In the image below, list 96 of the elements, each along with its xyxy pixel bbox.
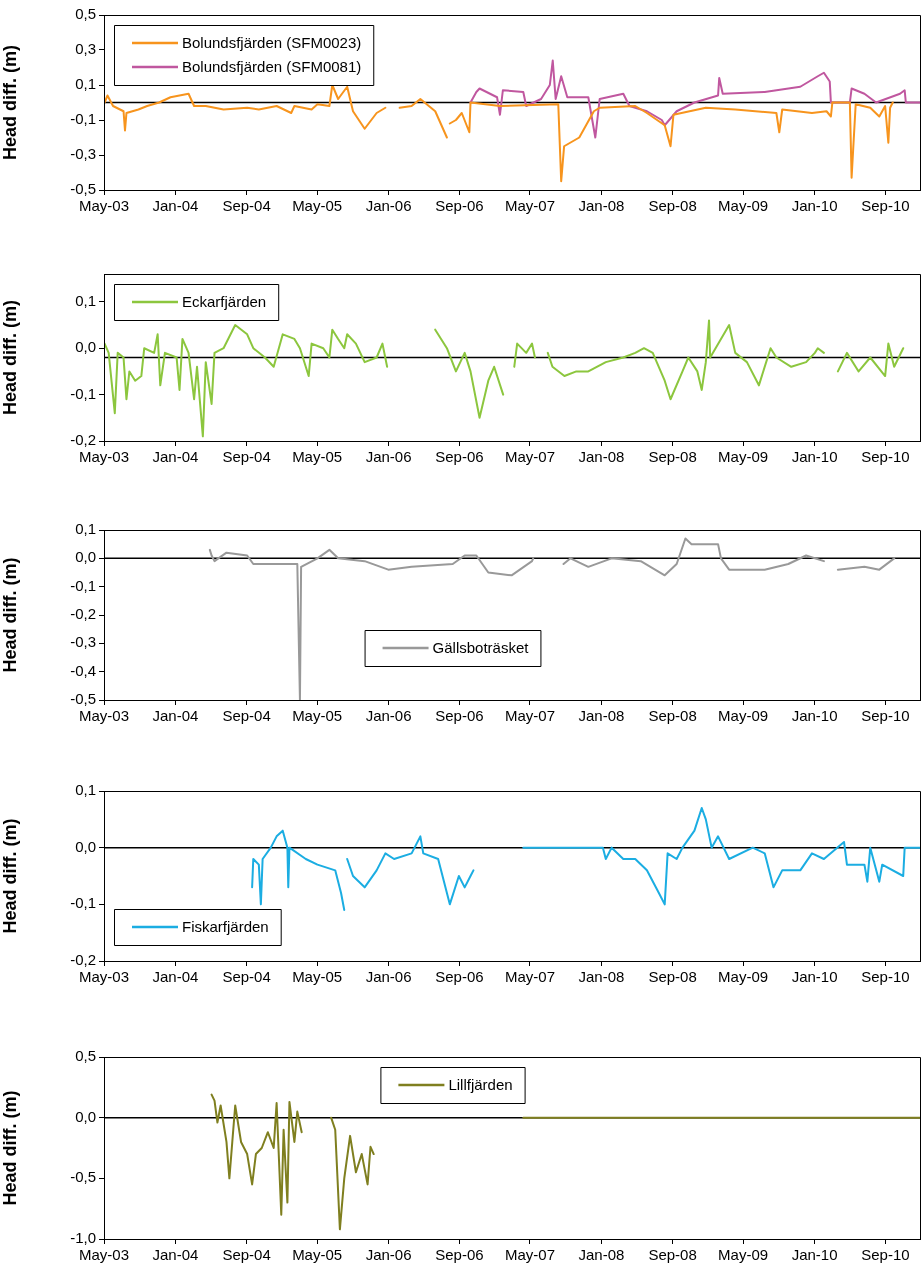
x-tick-label: May-07 bbox=[504, 968, 556, 986]
y-tick-label: -0,5 bbox=[70, 690, 96, 708]
y-tick-label: 0,1 bbox=[75, 75, 96, 93]
y-tick-label: -0,5 bbox=[70, 1168, 96, 1186]
x-tick-label: Jan-06 bbox=[365, 1246, 412, 1264]
x-tick-label: May-03 bbox=[78, 197, 130, 215]
x-tick-label: May-09 bbox=[718, 968, 769, 986]
y-tick-label: -0,4 bbox=[70, 661, 96, 679]
x-tick-label: Jan-06 bbox=[365, 197, 412, 215]
y-tick-label: -0,2 bbox=[70, 431, 96, 449]
y-tick-label: -0,5 bbox=[70, 180, 96, 198]
y-tick-label: 0,0 bbox=[75, 548, 96, 566]
x-tick-label: Sep-10 bbox=[861, 197, 910, 215]
x-tick-label: Jan-10 bbox=[791, 1246, 838, 1264]
x-tick-label: Sep-10 bbox=[861, 707, 910, 725]
legend-label: Bolundsfjärden (SFM0023) bbox=[182, 34, 362, 52]
x-tick-label: Sep-08 bbox=[648, 448, 697, 466]
x-tick-label: Jan-06 bbox=[365, 968, 412, 986]
x-tick-label: Sep-10 bbox=[861, 968, 910, 986]
x-tick-label: Sep-08 bbox=[648, 968, 697, 986]
x-tick-label: May-05 bbox=[292, 448, 343, 466]
x-tick-label: Jan-04 bbox=[152, 448, 199, 466]
x-tick-label: Sep-06 bbox=[435, 968, 484, 986]
y-tick-label: -1,0 bbox=[70, 1229, 96, 1247]
y-tick-label: 0,1 bbox=[75, 781, 96, 799]
legend-label: Gällsboträsket bbox=[432, 639, 530, 657]
y-tick-label: -0,1 bbox=[70, 894, 96, 912]
x-tick-label: May-09 bbox=[718, 448, 769, 466]
legend-label: Bolundsfjärden (SFM0081) bbox=[182, 58, 362, 76]
x-tick-label: Sep-08 bbox=[648, 707, 697, 725]
x-tick-label: Jan-08 bbox=[578, 448, 625, 466]
x-tick-label: Jan-04 bbox=[152, 707, 199, 725]
x-tick-label: Sep-10 bbox=[861, 448, 910, 466]
y-tick-label: 0,0 bbox=[75, 338, 96, 356]
x-tick-label: Sep-04 bbox=[222, 448, 271, 466]
x-tick-label: Sep-06 bbox=[435, 448, 484, 466]
x-tick-label: Jan-10 bbox=[791, 197, 838, 215]
x-tick-label: Sep-08 bbox=[648, 1246, 697, 1264]
x-tick-label: Jan-06 bbox=[365, 448, 412, 466]
y-tick-label: 0,5 bbox=[75, 5, 96, 23]
x-tick-label: May-03 bbox=[78, 448, 130, 466]
x-tick-label: May-09 bbox=[718, 197, 769, 215]
y-tick-label: -0,2 bbox=[70, 951, 96, 969]
y-tick-label: 0,3 bbox=[75, 40, 96, 58]
x-tick-label: Jan-04 bbox=[152, 968, 199, 986]
legend-label: Lillfjärden bbox=[448, 1076, 513, 1094]
x-tick-label: Sep-04 bbox=[222, 197, 271, 215]
y-tick-label: -0,3 bbox=[70, 633, 96, 651]
x-tick-label: May-07 bbox=[504, 707, 556, 725]
y-tick-label: -0,1 bbox=[70, 110, 96, 128]
x-tick-label: May-05 bbox=[292, 707, 343, 725]
y-tick-label: -0,1 bbox=[70, 576, 96, 594]
y-axis-title: Head diff. (m) bbox=[0, 45, 20, 160]
x-tick-label: Sep-04 bbox=[222, 707, 271, 725]
x-tick-label: May-05 bbox=[292, 968, 343, 986]
y-axis-title: Head diff. (m) bbox=[0, 818, 20, 934]
y-tick-label: 0,1 bbox=[75, 291, 96, 309]
x-tick-label: Jan-04 bbox=[152, 1246, 199, 1264]
x-tick-label: Jan-06 bbox=[365, 707, 412, 725]
x-tick-label: May-07 bbox=[504, 197, 556, 215]
x-tick-label: Jan-08 bbox=[578, 707, 625, 725]
x-tick-label: Jan-08 bbox=[578, 968, 625, 986]
legend-label: Eckarfjärden bbox=[182, 293, 267, 311]
x-tick-label: Sep-04 bbox=[222, 1246, 271, 1264]
x-tick-label: May-09 bbox=[718, 707, 769, 725]
x-tick-label: May-03 bbox=[78, 1246, 130, 1264]
x-tick-label: May-07 bbox=[504, 448, 556, 466]
y-axis-title: Head diff. (m) bbox=[0, 1090, 20, 1206]
y-tick-label: -0,3 bbox=[70, 145, 96, 163]
x-tick-label: Jan-10 bbox=[791, 968, 838, 986]
y-tick-label: -0,2 bbox=[70, 605, 96, 623]
x-tick-label: Sep-06 bbox=[435, 1246, 484, 1264]
x-tick-label: May-05 bbox=[292, 197, 343, 215]
x-tick-label: Jan-08 bbox=[578, 197, 625, 215]
x-tick-label: Sep-06 bbox=[435, 707, 484, 725]
x-tick-label: May-03 bbox=[78, 968, 130, 986]
x-tick-label: Jan-10 bbox=[791, 448, 838, 466]
x-tick-label: Sep-08 bbox=[648, 197, 697, 215]
y-axis-title: Head diff. (m) bbox=[0, 557, 20, 673]
x-tick-label: Sep-04 bbox=[222, 968, 271, 986]
y-tick-label: 0,1 bbox=[75, 520, 96, 538]
x-tick-label: Jan-08 bbox=[578, 1246, 625, 1264]
x-tick-label: Sep-10 bbox=[861, 1246, 910, 1264]
y-tick-label: -0,1 bbox=[70, 384, 96, 402]
x-tick-label: Jan-04 bbox=[152, 197, 199, 215]
y-tick-label: 0,0 bbox=[75, 837, 96, 855]
x-tick-label: May-07 bbox=[504, 1246, 556, 1264]
y-axis-title: Head diff. (m) bbox=[0, 300, 20, 415]
legend-label: Fiskarfjärden bbox=[182, 918, 269, 936]
y-tick-label: 0,5 bbox=[75, 1047, 96, 1065]
x-tick-label: May-05 bbox=[292, 1246, 343, 1264]
x-tick-label: May-03 bbox=[78, 707, 130, 725]
y-tick-label: 0,0 bbox=[75, 1107, 96, 1125]
x-tick-label: Jan-10 bbox=[791, 707, 838, 725]
x-tick-label: Sep-06 bbox=[435, 197, 484, 215]
x-tick-label: May-09 bbox=[718, 1246, 769, 1264]
